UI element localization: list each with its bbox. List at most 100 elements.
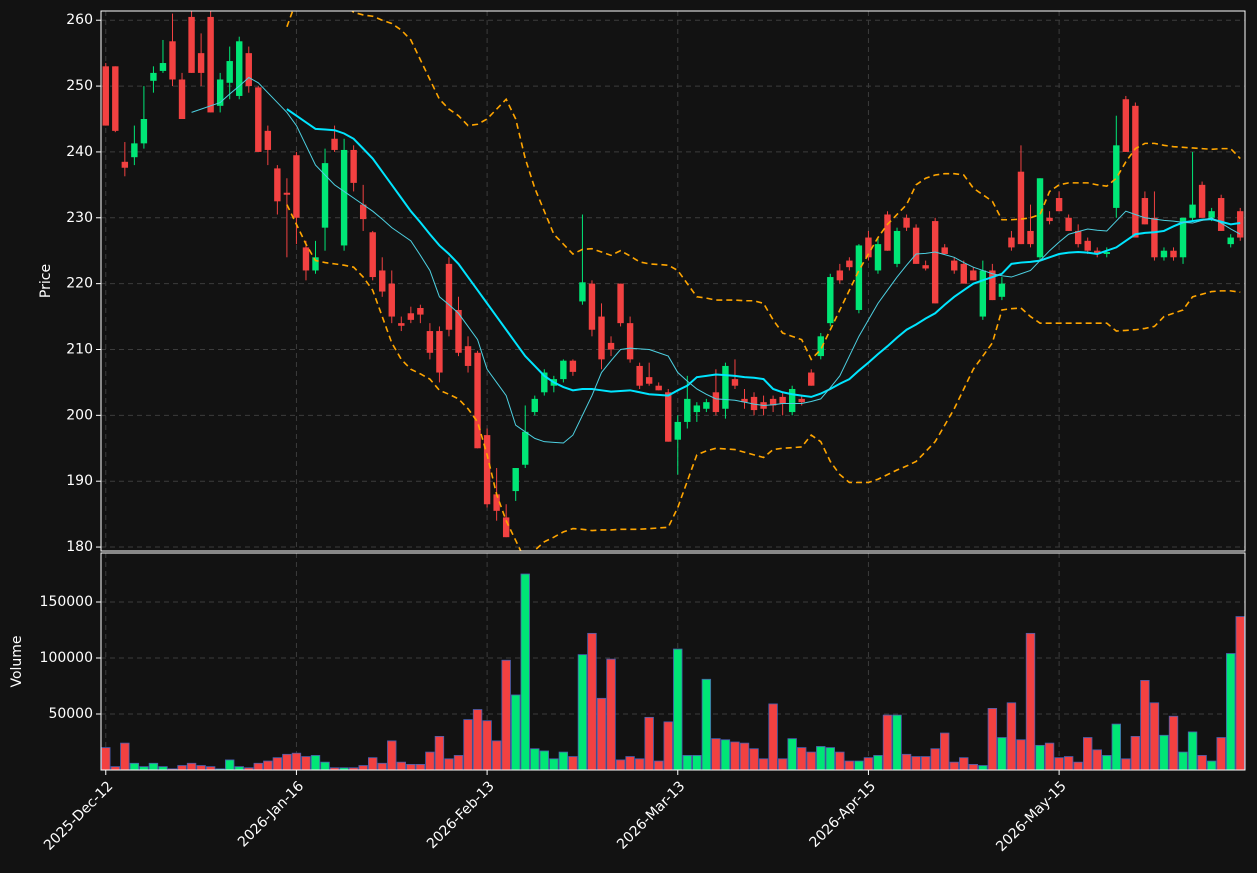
candle-body xyxy=(331,138,338,150)
volume-bar xyxy=(978,765,988,771)
volume-bar xyxy=(1121,758,1131,771)
candle-body xyxy=(236,41,243,96)
y-tick-label: 220 xyxy=(66,276,93,292)
volume-bar xyxy=(453,755,464,771)
volume-bar xyxy=(1016,739,1026,771)
candle-body xyxy=(359,204,367,220)
candle-body xyxy=(674,421,681,440)
volume-bar xyxy=(177,765,187,771)
volume-bar xyxy=(1168,715,1179,771)
volume-bar xyxy=(205,766,216,771)
candle-body xyxy=(245,53,252,87)
candle-body xyxy=(874,244,882,271)
candle-body xyxy=(665,392,672,442)
candle-body xyxy=(436,331,443,373)
volume-bar xyxy=(940,732,950,771)
candle-body xyxy=(951,260,958,271)
indicator-line xyxy=(286,108,1241,398)
volume-bar xyxy=(1025,632,1036,771)
volume-bar xyxy=(406,764,416,771)
candle-body xyxy=(255,87,262,152)
volume-bar xyxy=(606,658,616,771)
volume-bar xyxy=(1216,737,1226,771)
volume-bar xyxy=(1187,731,1198,771)
candle-body xyxy=(750,396,758,411)
volume-bar xyxy=(472,709,483,771)
candle-body xyxy=(1055,198,1063,212)
candle-body xyxy=(979,270,987,317)
volume-bar xyxy=(825,747,835,771)
candle-body xyxy=(693,405,701,413)
volume-bar xyxy=(1197,755,1207,771)
candle-body xyxy=(712,392,720,413)
candle-body xyxy=(903,217,910,228)
volume-bar xyxy=(1140,680,1150,771)
volume-bar xyxy=(539,750,549,771)
candle-body xyxy=(989,270,996,301)
candle-body xyxy=(836,270,844,281)
y-tick-label: 260 xyxy=(66,12,93,28)
y-tick-label: 190 xyxy=(66,473,93,489)
candle-body xyxy=(884,214,891,251)
candle-body xyxy=(169,41,176,80)
volume-bar xyxy=(654,760,664,771)
volume-bar xyxy=(434,736,445,771)
candle-body xyxy=(407,313,415,320)
candle-body xyxy=(798,398,805,403)
candle-body xyxy=(741,398,748,403)
volume-bar xyxy=(225,759,235,771)
candle-body xyxy=(922,265,929,269)
volume-bar xyxy=(701,678,712,771)
volume-bar xyxy=(625,756,635,771)
volume-bar xyxy=(110,766,120,771)
volume-bar xyxy=(720,739,731,771)
candle-body xyxy=(464,346,472,366)
volume-bar xyxy=(997,737,1007,771)
volume-bar xyxy=(806,751,816,771)
volume-bar xyxy=(148,762,159,771)
y-tick-label: 200 xyxy=(66,407,93,423)
volume-bar xyxy=(816,746,826,771)
volume-bar xyxy=(1206,760,1217,771)
volume-bar xyxy=(911,756,921,771)
volume-bar xyxy=(673,648,683,771)
candle-body xyxy=(531,398,538,413)
volume-bar xyxy=(444,758,454,771)
candle-body xyxy=(283,192,291,195)
candle-body xyxy=(560,360,567,380)
candle-body xyxy=(569,360,577,372)
candle-body xyxy=(827,277,834,324)
candle-body xyxy=(1017,171,1025,245)
volume-bar xyxy=(368,757,378,771)
volume-bar xyxy=(396,761,406,771)
volume-bar xyxy=(158,766,168,771)
volume-bar xyxy=(692,755,702,771)
y-tick-label: 210 xyxy=(66,341,93,357)
volume-bar xyxy=(415,764,426,771)
y-tick-label: 240 xyxy=(66,144,93,160)
volume-bar xyxy=(1130,736,1141,771)
volume-bar xyxy=(1054,757,1064,771)
volume-bar xyxy=(663,721,673,771)
candle-body xyxy=(388,283,395,317)
volume-bar xyxy=(1159,734,1169,771)
volume-bar xyxy=(749,748,759,771)
candle-body xyxy=(655,385,662,391)
y-tick-label: 230 xyxy=(66,210,93,226)
candle-body xyxy=(1217,198,1225,231)
candle-body xyxy=(502,517,510,538)
volume-bar xyxy=(320,761,330,771)
volume-bar xyxy=(882,714,893,771)
candle-body xyxy=(426,331,434,353)
candle-body xyxy=(1122,99,1130,152)
candle-body xyxy=(598,316,605,360)
volume-bar xyxy=(101,747,111,771)
volume-bar xyxy=(530,748,540,771)
candle-body xyxy=(541,372,548,393)
candle-body xyxy=(998,283,1006,297)
volume-bar xyxy=(491,740,502,771)
volume-bar xyxy=(1006,702,1017,771)
candle-body xyxy=(912,227,920,264)
